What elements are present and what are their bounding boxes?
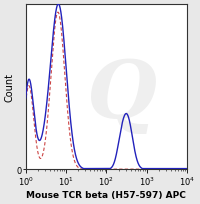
Text: Q: Q xyxy=(87,57,158,134)
X-axis label: Mouse TCR beta (H57-597) APC: Mouse TCR beta (H57-597) APC xyxy=(26,190,186,199)
Y-axis label: Count: Count xyxy=(5,73,15,102)
